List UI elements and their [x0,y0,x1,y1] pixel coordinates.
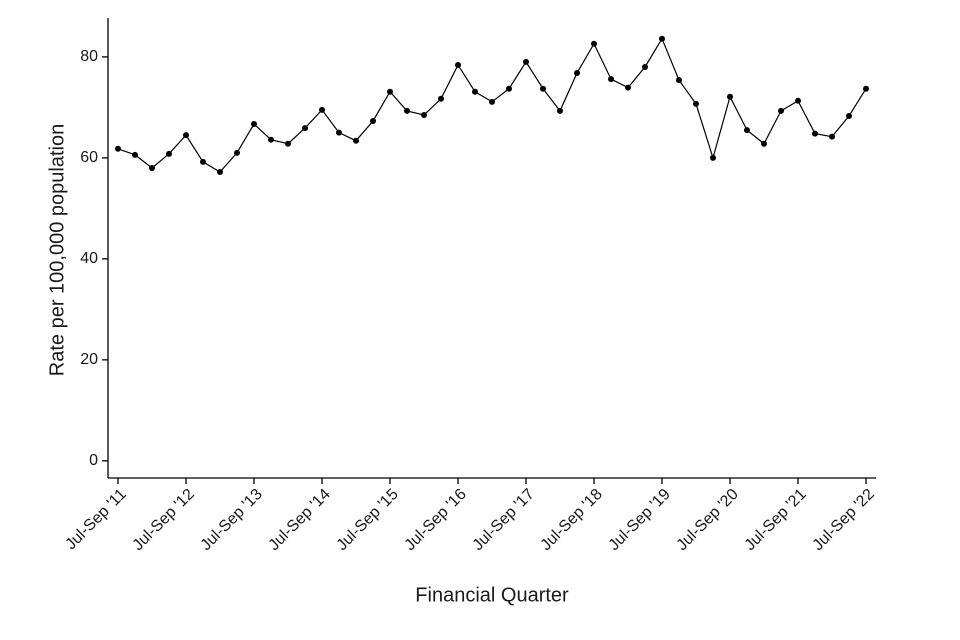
x-tick-label: Jul-Sep '19 [606,486,674,554]
x-tick-label: Jul-Sep '17 [470,486,538,554]
x-axis-title: Financial Quarter [415,584,569,606]
x-tick-label: Jul-Sep '15 [334,486,402,554]
x-tick-label: Jul-Sep '14 [266,486,334,554]
point [778,107,784,114]
point [812,130,818,137]
point [438,95,444,102]
point [540,85,546,92]
x-tick-label: Jul-Sep '20 [674,486,742,554]
point [421,111,427,118]
point [659,35,665,42]
point [676,77,682,84]
x-tick-label: Jul-Sep '11 [62,486,130,554]
y-tick-label: 40 [80,250,98,267]
point [302,125,308,132]
point [829,133,835,140]
point [489,98,495,105]
point [625,84,631,91]
point [744,127,750,134]
x-tick-label: Jul-Sep '22 [810,486,878,554]
point [591,40,597,47]
point [846,112,852,119]
x-tick-label: Jul-Sep '16 [402,486,470,554]
point [268,136,274,143]
x-tick-label: Jul-Sep '18 [538,486,606,554]
point [523,58,529,65]
x-tick-label: Jul-Sep '21 [742,486,810,554]
x-tick-label: Jul-Sep '12 [130,486,198,554]
y-tick-label: 20 [80,351,98,368]
point [795,97,801,104]
point [710,154,716,161]
point [727,93,733,100]
point [370,118,376,125]
point [574,70,580,77]
point [863,85,869,92]
point [404,107,410,114]
x-tick-label: Jul-Sep '13 [198,486,266,554]
point [608,76,614,83]
y-tick-label: 0 [89,452,98,469]
y-tick-label: 80 [80,48,98,65]
point [183,132,189,139]
point [319,106,325,113]
line [117,37,867,173]
point [132,151,138,158]
point [149,164,155,171]
point [387,88,393,95]
point [336,129,342,136]
point [353,137,359,144]
point [693,100,699,107]
point [455,61,461,68]
point [251,121,257,128]
point [285,140,291,147]
point [761,140,767,147]
point [557,107,563,114]
point [166,150,172,157]
point [506,85,512,92]
y-tick-label: 60 [80,149,98,166]
point [115,145,121,152]
y-axis-title: Rate per 100,000 population [46,124,68,376]
point [217,169,223,176]
point [472,88,478,95]
point [234,149,240,156]
point [200,158,206,165]
point [642,63,648,70]
